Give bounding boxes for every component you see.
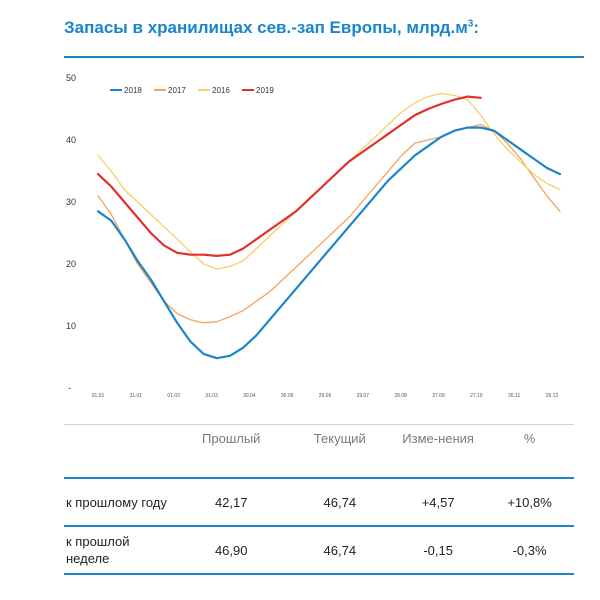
change-value: +4,57 <box>391 477 486 526</box>
pct-value: -0,3% <box>485 525 574 575</box>
series-line-2019 <box>96 95 482 257</box>
legend-label: 2016 <box>212 86 230 95</box>
row-label: к прошлой неделе <box>64 525 174 575</box>
table-row: к прошлому году 42,17 46,74 +4,57 +10,8% <box>64 477 574 526</box>
x-tick-label: 30.04 <box>243 393 256 399</box>
pct-value: +10,8% <box>485 477 574 526</box>
plot-area <box>96 92 562 360</box>
x-tick-label: 01.01 <box>92 393 105 399</box>
legend-label: 2018 <box>124 86 142 95</box>
curr-value: 46,74 <box>288 525 392 575</box>
series-line-2017 <box>97 123 561 324</box>
stats-table: Прошлый Текущий Изме-нения % к прошлому … <box>64 424 574 575</box>
x-tick-label: 26.11 <box>508 393 520 399</box>
legend-label: 2017 <box>168 86 186 95</box>
y-tick-label: 50 <box>66 73 76 83</box>
y-tick-label: 20 <box>66 259 76 269</box>
y-tick-label: - <box>68 383 71 393</box>
table-header-row: Прошлый Текущий Изме-нения % <box>64 424 574 478</box>
title-text: Запасы в хранилищах сев.-зап Европы, млр… <box>64 18 468 37</box>
prev-value: 46,90 <box>174 525 289 575</box>
title-suffix: : <box>473 18 480 37</box>
x-axis: 01.01 31.01 01.03 31.03 30.04 30.05 29.06 29.07… <box>92 393 559 399</box>
y-tick-label: 10 <box>66 321 76 331</box>
x-tick-label: 31.01 <box>130 393 143 399</box>
curr-value: 46,74 <box>288 477 392 526</box>
table-row: к прошлой неделе 46,90 46,74 -0,15 -0,3% <box>64 525 574 575</box>
header-cell: % <box>485 424 574 478</box>
change-value: -0,15 <box>391 525 486 575</box>
y-tick-label: 40 <box>66 135 76 145</box>
series-line-2018 <box>96 126 562 360</box>
x-tick-label: 27.10 <box>470 393 483 399</box>
y-axis: 50 40 30 20 10 - <box>66 73 76 393</box>
x-tick-label: 28.08 <box>394 393 407 399</box>
row-label: к прошлому году <box>64 477 174 526</box>
header-cell: Текущий <box>288 424 392 478</box>
y-tick-label: 30 <box>66 197 76 207</box>
legend: 2018 2017 2016 2019 <box>110 86 274 95</box>
header-cell <box>64 424 174 478</box>
chart-title: Запасы в хранилищах сев.-зап Европы, млр… <box>64 18 584 38</box>
x-tick-label: 27.09 <box>432 393 445 399</box>
header-cell: Изме-нения <box>391 424 486 478</box>
prev-value: 42,17 <box>174 477 289 526</box>
header-cell: Прошлый <box>174 424 289 478</box>
line-chart: 50 40 30 20 10 - 01.01 31.01 01.03 31.03 30.04 30.… <box>66 73 562 399</box>
x-tick-label: 26.12 <box>546 393 559 399</box>
title-superscript: 3 <box>467 18 474 30</box>
x-tick-label: 30.05 <box>281 393 294 399</box>
x-tick-label: 29.07 <box>357 393 370 399</box>
legend-label: 2019 <box>256 86 274 95</box>
x-tick-label: 31.03 <box>205 393 218 399</box>
x-tick-label: 01.03 <box>167 393 180 399</box>
x-tick-label: 29.06 <box>319 393 332 399</box>
title-rule <box>64 56 584 58</box>
